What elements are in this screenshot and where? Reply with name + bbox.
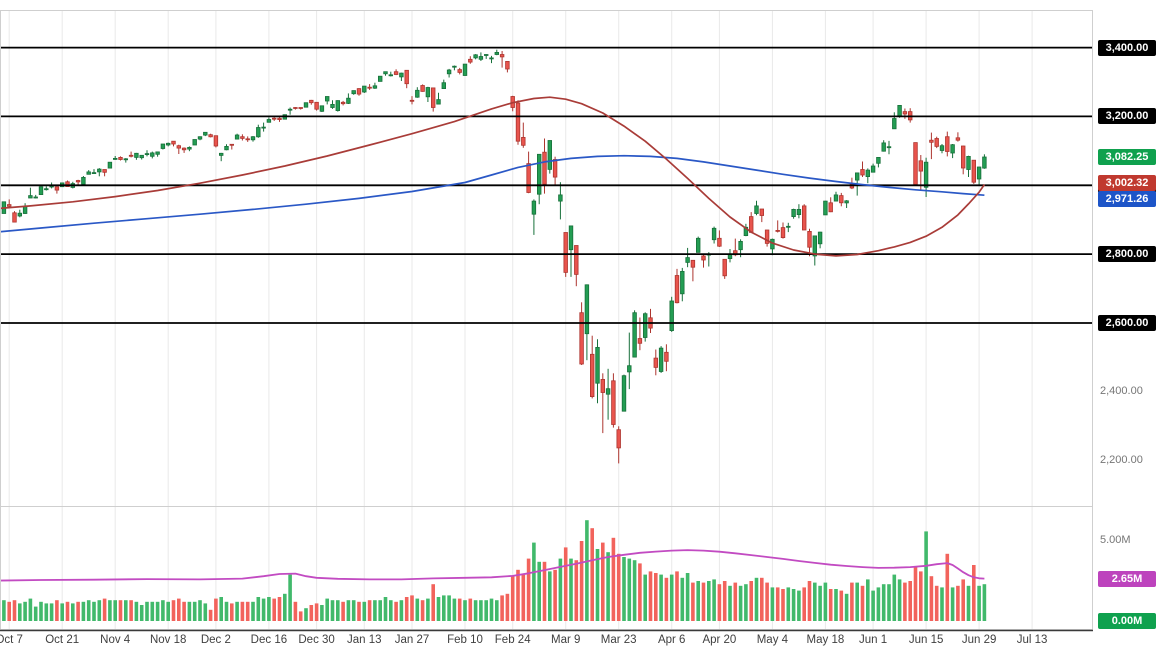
volume-axis-label: 5.00M: [1100, 534, 1131, 546]
time-axis-label: Oct 7: [0, 634, 23, 646]
time-axis-label: Jun 15: [908, 634, 944, 646]
price-line-label: 2,600.00: [1098, 314, 1156, 331]
ma-fast-badge: 3,002.32: [1098, 175, 1156, 192]
time-axis-label: May 4: [756, 634, 789, 646]
time-axis-label: Dec 2: [200, 634, 231, 646]
time-axis-label: Mar 9: [550, 634, 581, 646]
time-axis-label: Jan 13: [347, 634, 382, 646]
time-axis-label: Apr 20: [702, 634, 737, 646]
time-axis-label: Dec 30: [298, 634, 335, 646]
time-axis-label: Nov 4: [100, 634, 131, 646]
price-line-label: 3,200.00: [1098, 108, 1156, 125]
time-axis-label: May 18: [806, 634, 845, 646]
time-axis-label: Apr 6: [657, 634, 686, 646]
time-axis-label: Nov 18: [149, 634, 187, 646]
price-axis-label: 2,400.00: [1100, 384, 1143, 397]
price-axis-label: 2,200.00: [1100, 453, 1143, 466]
time-axis-label: Jan 27: [394, 634, 430, 646]
time-axis-label: Jul 13: [1016, 634, 1048, 646]
time-axis-label: Dec 16: [250, 634, 288, 646]
ma-slow-badge: 2,971.26: [1098, 191, 1156, 208]
time-axis-label: Feb 24: [494, 634, 531, 646]
price-line-label: 3,400.00: [1098, 39, 1156, 56]
price-line-label: 2,800.00: [1098, 246, 1156, 263]
last-price-badge: 3,082.25: [1098, 148, 1156, 165]
time-axis-label: Oct 21: [45, 634, 80, 646]
volume-ma-badge: 2.65M: [1098, 570, 1156, 587]
volume-zero-badge: 0.00M: [1098, 613, 1156, 629]
time-axis-label: Jun 1: [859, 634, 888, 646]
time-axis-label: Mar 23: [600, 634, 637, 646]
time-axis-label: Feb 10: [447, 634, 483, 646]
time-axis-label: Jun 29: [961, 634, 997, 646]
